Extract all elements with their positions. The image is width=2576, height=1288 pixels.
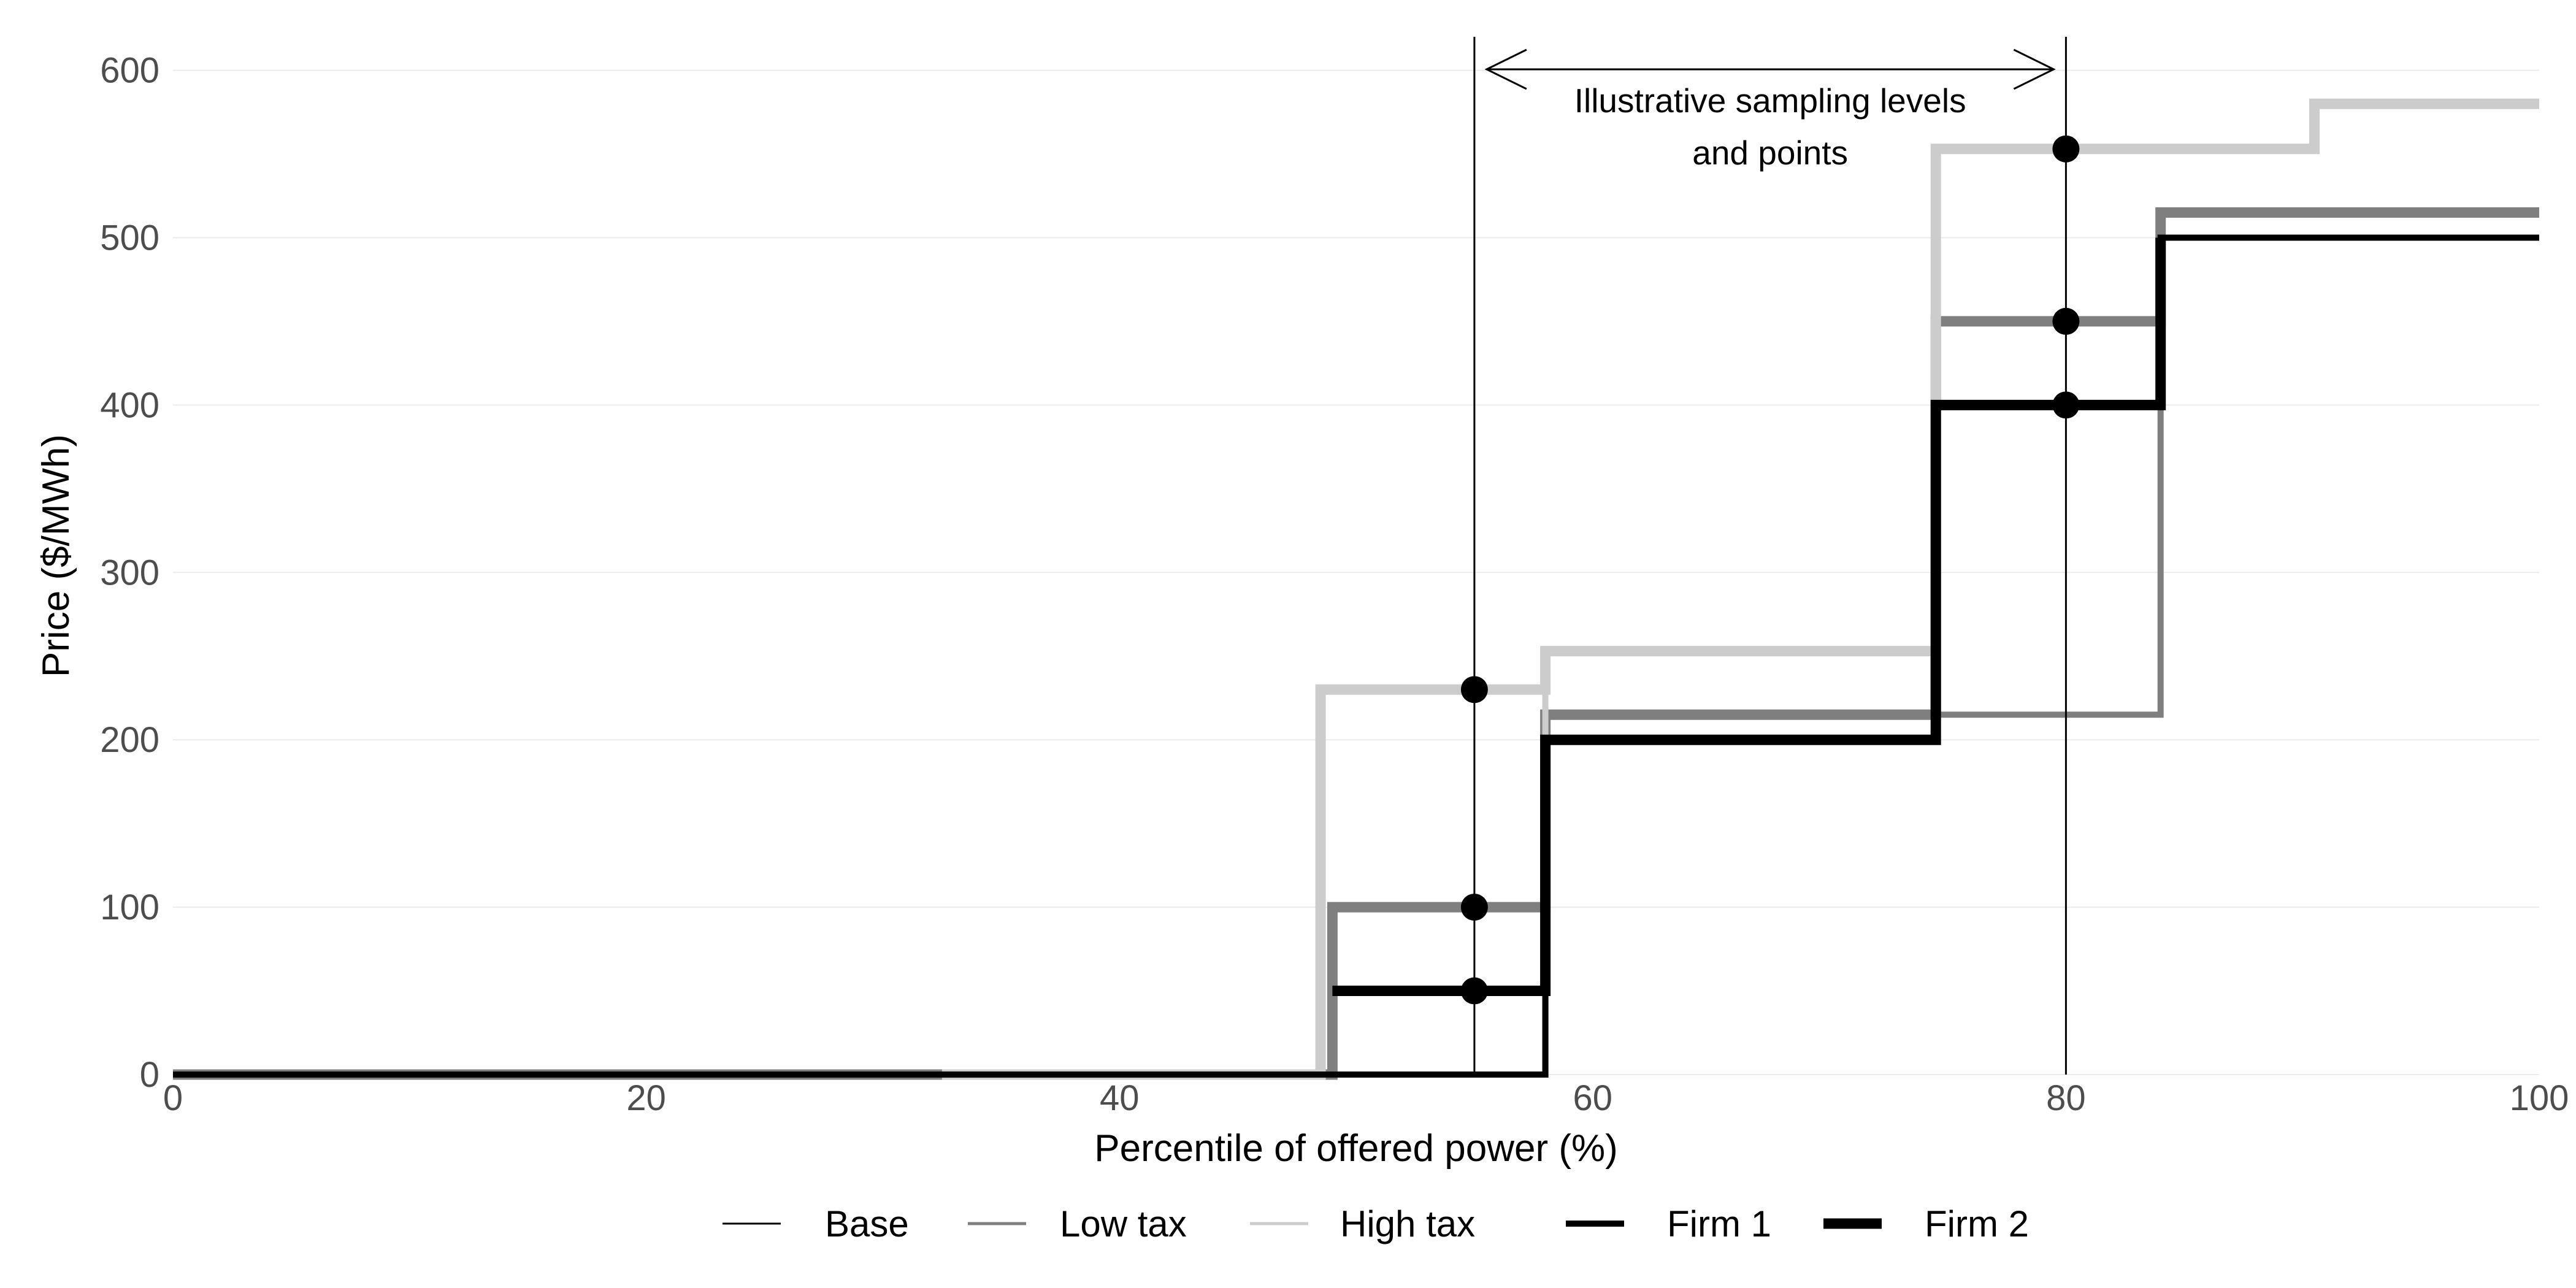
- sample-point: [2052, 135, 2080, 163]
- y-tick-label: 0: [140, 1055, 159, 1095]
- x-tick-label: 20: [626, 1078, 666, 1118]
- y-axis-title: Price ($/MWh): [35, 434, 77, 677]
- series: [173, 98, 2539, 1080]
- x-axis-title: Percentile of offered power (%): [1094, 1127, 1618, 1170]
- x-tick-labels: 0 20 40 60 80 100: [163, 1078, 2569, 1118]
- sample-point: [2052, 391, 2080, 419]
- legend-label-firm-2: Firm 2: [1925, 1203, 2029, 1244]
- sampling-lines: [1473, 37, 2067, 1075]
- y-tick-label: 400: [100, 385, 159, 425]
- series-line-base-firm-1: [173, 234, 2539, 1078]
- annotation: Illustrative sampling levels and points: [1484, 48, 2056, 172]
- annotation-line-1: Illustrative sampling levels: [1574, 82, 1966, 120]
- series-line-high-tax-firm-1: [173, 101, 2539, 1078]
- y-tick-label: 300: [100, 553, 159, 592]
- sample-point: [1460, 676, 1488, 703]
- series-line-low-tax-firm-1: [173, 209, 2539, 1078]
- legend: Base Low tax High tax Firm 1 Firm 2: [723, 1203, 2029, 1244]
- x-tick-label: 100: [2510, 1078, 2569, 1118]
- x-tick-label: 40: [1100, 1078, 1140, 1118]
- y-tick-label: 500: [100, 218, 159, 258]
- sample-point: [2052, 307, 2080, 335]
- y-tick-labels: 0 100 200 300 400 500 600: [100, 51, 159, 1095]
- series-line-high-tax-firm-2: [941, 98, 2539, 1080]
- annotation-line-2: and points: [1692, 134, 1848, 172]
- grid: [173, 69, 2539, 1075]
- series-line-low-tax-firm-2: [173, 207, 2539, 1080]
- y-tick-label: 100: [100, 887, 159, 927]
- x-tick-label: 80: [2046, 1078, 2086, 1118]
- x-tick-label: 60: [1573, 1078, 1613, 1118]
- sample-point: [1460, 977, 1488, 1005]
- legend-label-low-tax: Low tax: [1060, 1203, 1187, 1244]
- legend-label-base: Base: [825, 1203, 909, 1244]
- y-tick-label: 200: [100, 720, 159, 760]
- sample-point: [1460, 894, 1488, 921]
- legend-label-high-tax: High tax: [1340, 1203, 1475, 1244]
- annotation-arrow: [1484, 48, 2056, 90]
- series-line-base-firm-2: [1332, 237, 2166, 996]
- x-tick-label: 0: [163, 1078, 183, 1118]
- sample-points: [1460, 135, 2080, 1005]
- legend-label-firm-1: Firm 1: [1667, 1203, 1771, 1244]
- y-tick-label: 600: [100, 51, 159, 91]
